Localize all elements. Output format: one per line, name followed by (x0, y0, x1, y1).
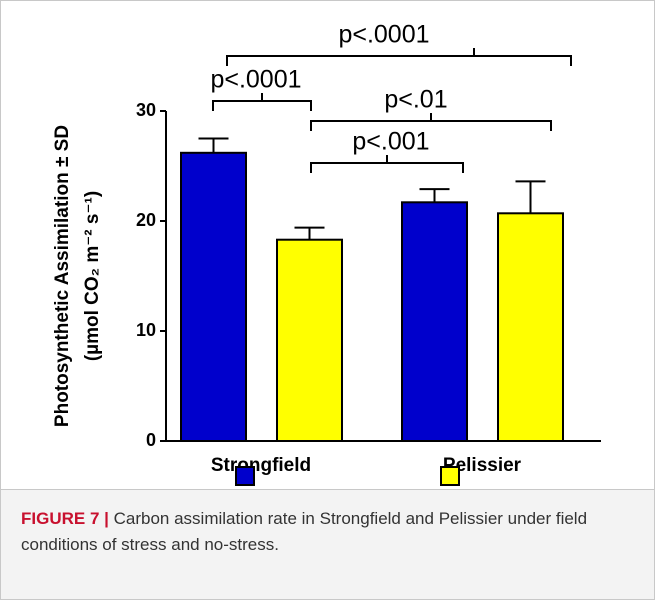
x-tick-label: Strongfield (211, 455, 311, 476)
annotation: p<.0001 (210, 66, 301, 94)
bar (276, 238, 343, 442)
bar (497, 212, 564, 442)
legend-swatch (235, 466, 255, 486)
y-label-line: Photosynthetic Assimilation ± SD (52, 125, 73, 427)
y-tick-label: 20 (136, 210, 156, 230)
bar (401, 201, 468, 442)
annotation: p<.01 (384, 86, 447, 114)
y-tick-label: 30 (136, 100, 156, 120)
chart: Photosynthetic Assimilation ± SD (µmol C… (52, 21, 601, 486)
bracket (310, 113, 552, 131)
bracket (226, 48, 572, 66)
annotation: p<.0001 (338, 21, 429, 49)
x-tick-label: Pelissier (443, 455, 522, 476)
y-tick-label: 0 (146, 430, 156, 450)
annotation: p<.001 (352, 128, 429, 156)
bracket (310, 155, 464, 173)
caption-text: Carbon assimilation rate in Strongfield … (21, 509, 588, 554)
caption: FIGURE 7 | Carbon assimilation rate in S… (1, 489, 654, 599)
y-tick-label: 10 (136, 320, 156, 340)
bracket (212, 93, 312, 111)
bar (180, 151, 247, 443)
y-label: Photosynthetic Assimilation ± SD (µmol C… (52, 125, 103, 427)
caption-label: FIGURE 7 | (21, 509, 109, 528)
legend-swatch (440, 466, 460, 486)
y-label-line: (µmol CO₂ m⁻² s⁻¹) (82, 191, 103, 361)
